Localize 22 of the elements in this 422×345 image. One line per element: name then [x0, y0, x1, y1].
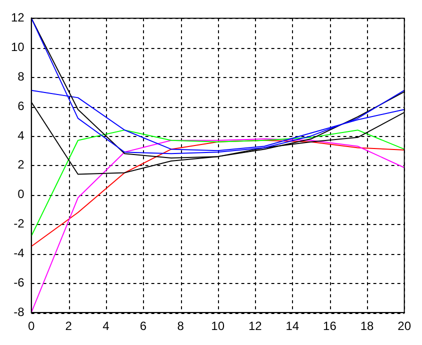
y-tick-label: 0 — [18, 187, 25, 202]
x-tick-label: 8 — [177, 319, 184, 334]
y-tick-label: 4 — [18, 128, 25, 142]
y-tick-label: 8 — [18, 69, 25, 84]
x-tick-label: 18 — [360, 319, 374, 334]
x-tick-label: 12 — [248, 319, 262, 334]
y-tick-label: 10 — [10, 40, 25, 54]
y-tick-label: 6 — [18, 98, 25, 113]
y-tick-label: -4 — [14, 246, 25, 260]
x-tick-label: 4 — [102, 319, 110, 334]
x-tick-label: 10 — [211, 319, 225, 334]
y-tick-label: 2 — [18, 158, 25, 172]
y-tick-label: -8 — [14, 304, 25, 319]
x-tick-label: 0 — [28, 319, 36, 334]
y-tick-label: 12 — [10, 10, 25, 25]
x-tick-label: 6 — [140, 319, 147, 334]
y-tick-label: -2 — [14, 216, 25, 231]
y-tick-label: -6 — [14, 275, 25, 290]
x-tick-label: 2 — [65, 319, 72, 334]
x-tick-label: 16 — [323, 319, 337, 334]
x-tick-label: 14 — [286, 319, 300, 334]
x-tick-label: 20 — [398, 319, 412, 334]
